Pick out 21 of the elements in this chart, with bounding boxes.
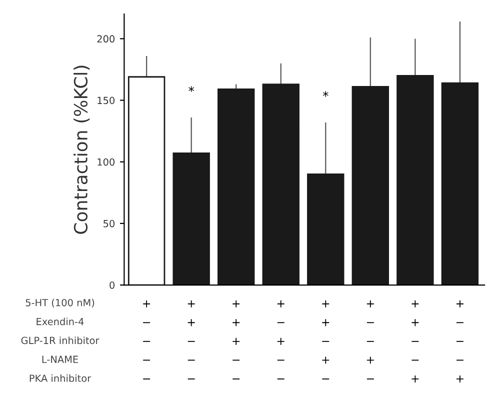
y-tick-label: 150 <box>98 96 115 104</box>
y-tick-label: 100 <box>98 158 115 166</box>
category-label: + − − − + <box>456 300 464 382</box>
annotation: * <box>188 86 194 92</box>
text: L-NAME <box>42 356 78 363</box>
category-label: + + − − − <box>188 300 195 380</box>
category-label: + + + − − <box>232 300 240 380</box>
annotation: * <box>322 91 328 97</box>
text: PKA inhibitor <box>30 374 92 382</box>
text: Exendin-4 <box>36 318 84 326</box>
y-tick-label: 0 <box>110 281 115 289</box>
text: GLP-1R inhibitor <box>21 336 100 344</box>
category-label: + − − − − <box>143 300 150 380</box>
category-label: + + − − + <box>412 300 419 382</box>
y-tick-label: 50 <box>104 220 115 228</box>
y-axis-title: Contraction (%KCl) <box>74 66 90 234</box>
text: 5-HT (100 nM) <box>26 298 94 308</box>
y-tick-label: 200 <box>97 35 115 43</box>
category-label: + − + − − <box>277 300 284 380</box>
category-label: + + − + − <box>322 300 330 380</box>
category-label: + − − + − <box>366 300 374 380</box>
